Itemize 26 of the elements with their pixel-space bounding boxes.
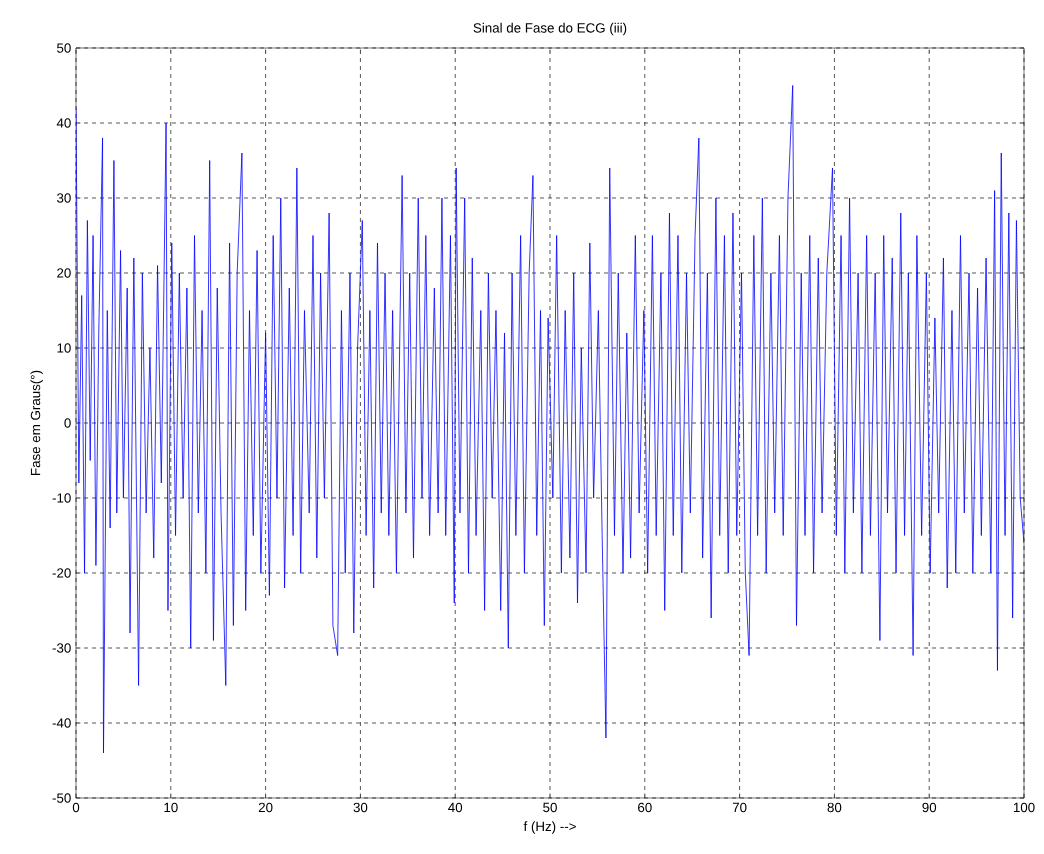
y-tick-label: 0 xyxy=(64,418,71,428)
y-axis-title: Fase em Graus(°) xyxy=(30,370,43,475)
y-tick-label: 40 xyxy=(56,118,71,128)
x-axis-title: f (Hz) --> xyxy=(523,821,576,834)
x-tick-label: 30 xyxy=(353,802,368,813)
x-tick-label: 40 xyxy=(448,802,463,813)
x-tick-label: 50 xyxy=(543,802,557,813)
x-tick-label: 20 xyxy=(258,802,273,813)
x-tick-label: 10 xyxy=(164,802,178,813)
chart-title: Sinal de Fase do ECG (iii) xyxy=(473,22,627,36)
x-tick-label: 100 xyxy=(1013,802,1035,813)
x-tick-label: 60 xyxy=(638,802,652,813)
y-tick-label: 10 xyxy=(57,343,71,353)
y-tick-label: 30 xyxy=(56,193,71,203)
x-tick-label: 70 xyxy=(732,802,747,813)
y-tick-label: -50 xyxy=(52,793,71,803)
line-series xyxy=(76,85,1025,754)
x-tick-label: 90 xyxy=(922,802,937,813)
x-tick-label: 0 xyxy=(72,802,80,813)
y-tick-label: -20 xyxy=(52,568,71,578)
y-tick-label: -30 xyxy=(52,643,71,653)
y-tick-label: 20 xyxy=(57,268,71,278)
x-tick-label: 80 xyxy=(827,802,842,813)
y-tick-label: -10 xyxy=(52,493,71,503)
y-tick-label: -40 xyxy=(52,718,71,728)
y-tick-label: 50 xyxy=(57,43,71,53)
